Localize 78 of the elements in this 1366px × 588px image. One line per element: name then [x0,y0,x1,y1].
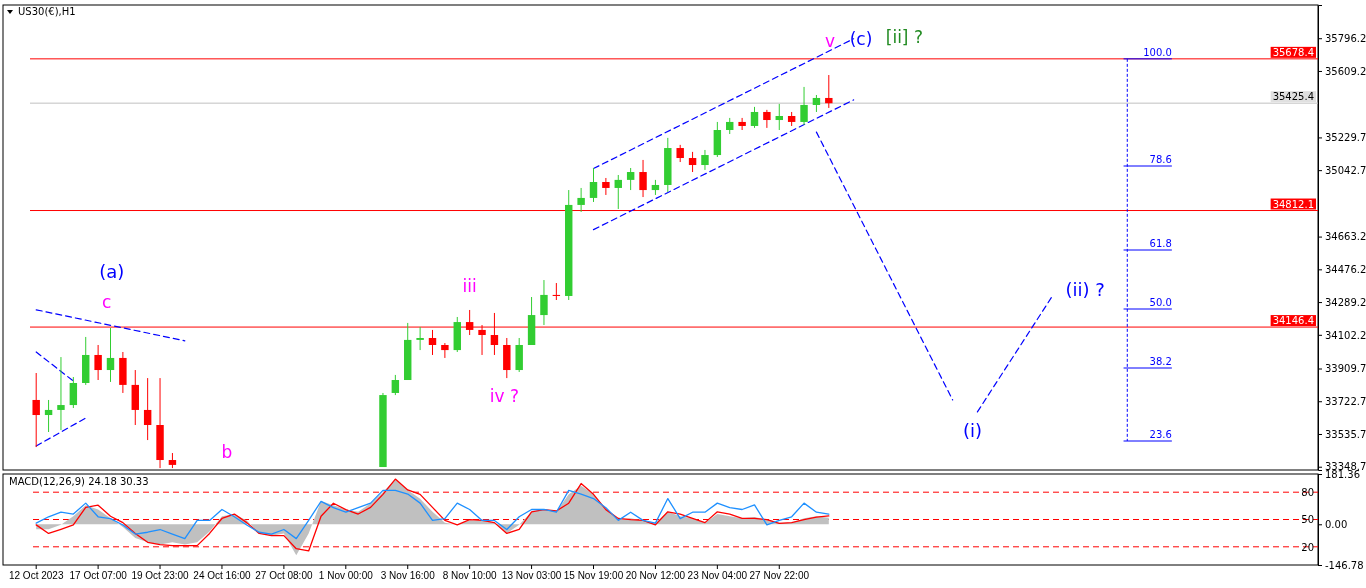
candlestick [589,167,598,203]
candlestick [106,327,115,383]
x-tick-label: 3 Nov 16:00 [380,570,436,582]
candlestick [688,151,697,173]
candlestick [57,356,65,431]
candlestick [701,149,709,171]
candlestick [639,159,647,198]
candlestick [750,106,759,129]
annotation: iv ? [489,386,519,406]
candlestick [738,117,746,131]
y-tick-label: 35229.7 [1325,132,1366,144]
y-tick-label: 33909.7 [1325,363,1366,375]
x-tick-label: 27 Oct 08:00 [255,570,313,582]
y2-tick-label: 20 [1301,541,1314,553]
x-tick-label: 12 Oct 2023 [8,570,64,582]
y-tick-label: 33722.7 [1325,395,1366,407]
annotation: v [825,31,836,51]
x-tick-label: 1 Nov 00:00 [318,570,374,582]
ref-line-label: 34146.4 [1272,315,1314,327]
candlestick [800,86,808,126]
candlestick [94,344,102,381]
candlestick [391,374,400,396]
x-tick-label: 8 Nov 10:00 [442,570,498,582]
x-tick-label: 27 Nov 22:00 [749,570,810,582]
candlestick [143,377,152,441]
candlestick [614,174,622,210]
ref-line-label: 35425.4 [1272,91,1314,103]
y-tick-label: 35042.7 [1325,164,1366,176]
y-tick-label: 34663.2 [1325,231,1366,243]
annotation: c [102,292,112,312]
annotation: (ii) ? [1065,279,1105,300]
annotation: (i) [962,420,982,441]
annotation: (c) [849,29,873,49]
candlestick [441,342,449,359]
candlestick [775,103,783,131]
annotation: 38.2 [1149,356,1172,367]
x-tick-label: 24 Oct 16:00 [193,570,252,582]
y-tick-label: 35796.2 [1325,32,1366,44]
line-series [35,489,830,540]
chart-title: MACD(12,26,9) 24.18 30.33 [9,476,149,487]
x-tick-label: 20 Nov 12:00 [625,570,686,582]
annotation: 61.8 [1149,238,1172,249]
annotation: 78.6 [1149,154,1172,165]
annotation: 100.0 [1143,46,1172,58]
candlestick [416,326,424,351]
candlestick [626,167,635,191]
candlestick [602,177,610,196]
annotation: iii [462,276,477,296]
chart-title: US30(€),H1 [18,6,76,17]
candlestick [540,279,548,326]
annotation: [ii] ? [885,27,923,47]
candlestick [44,399,53,433]
x-tick-label: 17 Oct 07:00 [69,570,128,582]
candlestick [428,329,437,356]
y-tick-label: 34289.2 [1325,296,1366,308]
candlestick [577,187,585,213]
candlestick [32,372,40,448]
x-tick-label: 23 Nov 04:00 [687,570,748,582]
annotation: 23.6 [1149,429,1172,440]
y-tick-label: 34476.2 [1325,264,1366,276]
ref-line-label: 35678.4 [1272,46,1314,58]
x-tick-label: 15 Nov 19:00 [563,570,624,582]
y2-tick-label: 50 [1301,514,1314,526]
y-tick-label: 33535.7 [1325,428,1366,440]
y-tick-label: 0.00 [1325,518,1348,530]
y-tick-label: 34102.2 [1325,329,1366,341]
y2-tick-label: 80 [1301,486,1314,498]
candlestick [69,376,78,409]
y-tick-label: 35609.2 [1325,65,1366,77]
annotation: (a) [99,261,125,282]
candlestick [763,109,771,129]
x-tick-label: 13 Nov 03:00 [501,570,562,582]
ref-line-label: 34812.1 [1272,198,1314,210]
y-tick-label: -146.78 [1325,559,1364,571]
annotation: b [221,442,233,462]
annotation: 50.0 [1149,297,1172,308]
x-tick-label: 19 Oct 23:00 [131,570,190,582]
candlestick [825,74,833,109]
